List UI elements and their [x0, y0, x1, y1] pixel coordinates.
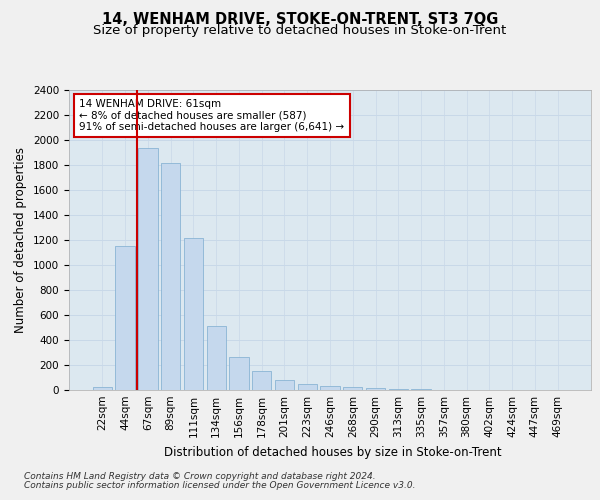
Bar	[298, 384, 317, 390]
Text: Contains HM Land Registry data © Crown copyright and database right 2024.: Contains HM Land Registry data © Crown c…	[24, 472, 376, 481]
Bar	[138, 148, 158, 390]
Bar	[366, 388, 385, 390]
Text: 14, WENHAM DRIVE, STOKE-ON-TRENT, ST3 7QG: 14, WENHAM DRIVE, STOKE-ON-TRENT, ST3 7Q…	[102, 12, 498, 28]
Bar	[389, 389, 408, 390]
Bar	[343, 386, 362, 390]
Text: Distribution of detached houses by size in Stoke-on-Trent: Distribution of detached houses by size …	[164, 446, 502, 459]
Bar	[93, 387, 112, 390]
Bar	[184, 238, 203, 390]
Bar	[115, 246, 135, 390]
Text: Size of property relative to detached houses in Stoke-on-Trent: Size of property relative to detached ho…	[94, 24, 506, 37]
Bar	[206, 326, 226, 390]
Bar	[252, 370, 271, 390]
Bar	[229, 357, 248, 390]
Text: Contains public sector information licensed under the Open Government Licence v3: Contains public sector information licen…	[24, 481, 415, 490]
Text: 14 WENHAM DRIVE: 61sqm
← 8% of detached houses are smaller (587)
91% of semi-det: 14 WENHAM DRIVE: 61sqm ← 8% of detached …	[79, 99, 344, 132]
Bar	[275, 380, 294, 390]
Bar	[320, 386, 340, 390]
Y-axis label: Number of detached properties: Number of detached properties	[14, 147, 28, 333]
Bar	[161, 162, 181, 390]
